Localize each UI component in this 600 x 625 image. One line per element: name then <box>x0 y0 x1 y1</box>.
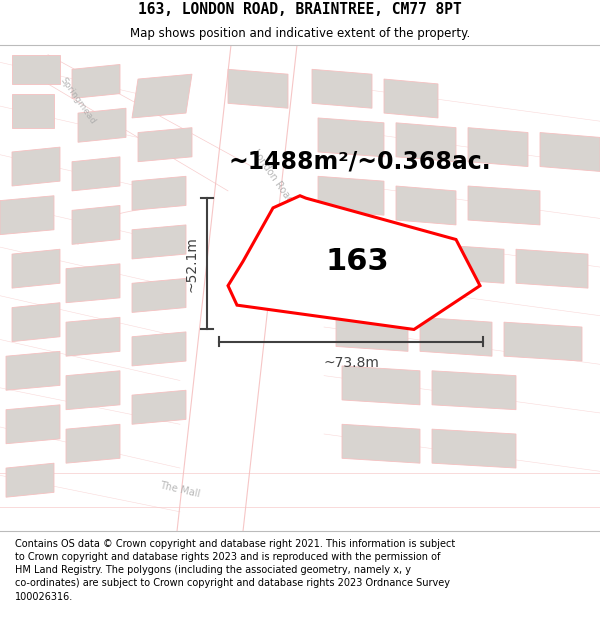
Text: London Road: London Road <box>251 148 295 205</box>
Polygon shape <box>396 186 456 225</box>
Polygon shape <box>12 55 60 84</box>
Polygon shape <box>12 302 60 342</box>
Polygon shape <box>132 225 186 259</box>
Polygon shape <box>0 196 54 234</box>
Polygon shape <box>420 318 492 356</box>
Polygon shape <box>432 371 516 410</box>
Polygon shape <box>6 463 54 498</box>
Polygon shape <box>468 186 540 225</box>
Polygon shape <box>132 278 186 312</box>
Polygon shape <box>312 69 372 108</box>
Polygon shape <box>228 196 480 329</box>
Polygon shape <box>228 69 288 108</box>
Polygon shape <box>318 118 384 157</box>
Polygon shape <box>384 79 438 118</box>
Polygon shape <box>516 249 588 288</box>
Polygon shape <box>66 318 120 356</box>
Polygon shape <box>132 176 186 211</box>
Polygon shape <box>318 176 384 215</box>
Text: 163: 163 <box>325 247 389 276</box>
Polygon shape <box>468 127 528 166</box>
Text: ~1488m²/~0.368ac.: ~1488m²/~0.368ac. <box>229 150 491 174</box>
Polygon shape <box>342 424 420 463</box>
Polygon shape <box>132 390 186 424</box>
Polygon shape <box>66 424 120 463</box>
Text: Map shows position and indicative extent of the property.: Map shows position and indicative extent… <box>130 28 470 40</box>
Polygon shape <box>138 127 192 162</box>
Polygon shape <box>132 74 192 118</box>
Polygon shape <box>330 239 378 278</box>
Polygon shape <box>12 249 60 288</box>
Text: ~52.1m: ~52.1m <box>185 236 199 292</box>
Polygon shape <box>72 157 120 191</box>
Text: Springmead: Springmead <box>59 76 97 126</box>
Polygon shape <box>66 371 120 410</box>
Polygon shape <box>66 264 120 302</box>
Polygon shape <box>504 322 582 361</box>
Polygon shape <box>72 206 120 244</box>
Polygon shape <box>78 108 126 142</box>
Polygon shape <box>6 351 60 390</box>
Polygon shape <box>12 147 60 186</box>
Polygon shape <box>342 366 420 405</box>
Polygon shape <box>336 312 408 351</box>
Polygon shape <box>396 122 456 162</box>
Text: The Mall: The Mall <box>159 481 201 499</box>
Polygon shape <box>132 332 186 366</box>
Polygon shape <box>6 405 60 444</box>
Text: 163, LONDON ROAD, BRAINTREE, CM77 8PT: 163, LONDON ROAD, BRAINTREE, CM77 8PT <box>138 2 462 18</box>
Text: ~73.8m: ~73.8m <box>323 356 379 371</box>
Polygon shape <box>540 132 600 171</box>
Polygon shape <box>432 429 516 468</box>
Text: Contains OS data © Crown copyright and database right 2021. This information is : Contains OS data © Crown copyright and d… <box>15 539 455 601</box>
Polygon shape <box>432 244 504 283</box>
Polygon shape <box>12 94 54 128</box>
Polygon shape <box>72 64 120 99</box>
